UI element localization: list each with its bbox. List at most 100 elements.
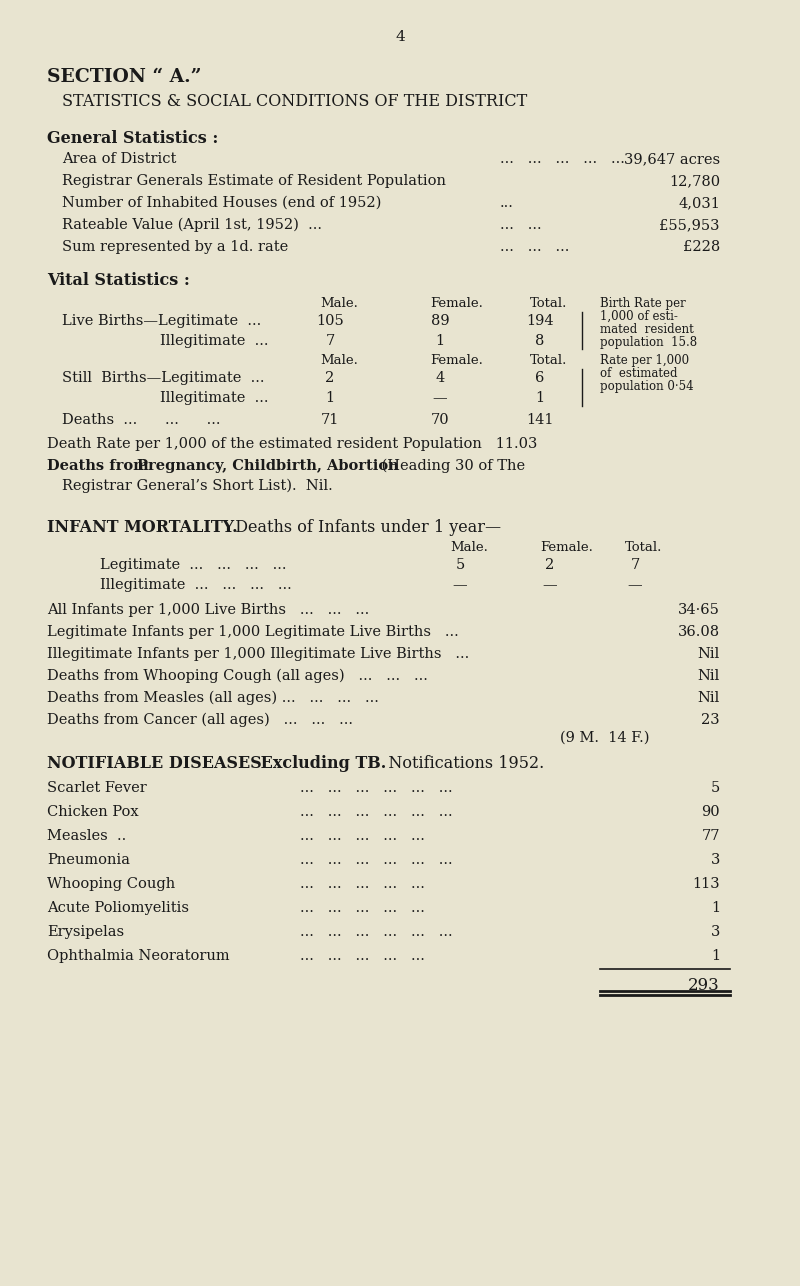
Text: Vital Statistics :: Vital Statistics :	[47, 273, 190, 289]
Text: Sum represented by a 1d. rate: Sum represented by a 1d. rate	[62, 240, 288, 255]
Text: 3: 3	[710, 853, 720, 867]
Text: ...   ...   ...: ... ... ...	[500, 240, 570, 255]
Text: 5: 5	[710, 781, 720, 795]
Text: General Statistics :: General Statistics :	[47, 130, 218, 147]
Text: Pregnancy, Childbirth, Abortion: Pregnancy, Childbirth, Abortion	[137, 459, 398, 473]
Text: ...   ...   ...   ...   ...: ... ... ... ... ...	[300, 877, 425, 891]
Text: 8: 8	[535, 334, 545, 349]
Text: Legitimate Infants per 1,000 Legitimate Live Births   ...: Legitimate Infants per 1,000 Legitimate …	[47, 625, 458, 639]
Text: Notifications 1952.: Notifications 1952.	[373, 755, 544, 772]
Text: Male.: Male.	[450, 541, 488, 554]
Text: 105: 105	[316, 314, 344, 328]
Text: 70: 70	[430, 413, 450, 427]
Text: Still  Births—Legitimate  ...: Still Births—Legitimate ...	[62, 370, 265, 385]
Text: £55,953: £55,953	[659, 219, 720, 231]
Text: SECTION “ A.”: SECTION “ A.”	[47, 68, 202, 86]
Text: 39,647 acres: 39,647 acres	[624, 152, 720, 166]
Text: Registrar General’s Short List).  Nil.: Registrar General’s Short List). Nil.	[62, 478, 333, 494]
Text: Number of Inhabited Houses (end of 1952): Number of Inhabited Houses (end of 1952)	[62, 195, 382, 210]
Text: Rateable Value (April 1st, 1952)  ...: Rateable Value (April 1st, 1952) ...	[62, 219, 322, 233]
Text: Chicken Pox: Chicken Pox	[47, 805, 138, 819]
Text: Deaths  ...      ...      ...: Deaths ... ... ...	[62, 413, 221, 427]
Text: Death Rate per 1,000 of the estimated resident Population   11.03: Death Rate per 1,000 of the estimated re…	[47, 437, 538, 451]
Text: population 0·54: population 0·54	[600, 379, 694, 394]
Text: ...   ...   ...   ...   ...   ...: ... ... ... ... ... ...	[300, 925, 453, 939]
Text: Male.: Male.	[320, 354, 358, 367]
Text: ...   ...   ...   ...   ...   ...: ... ... ... ... ... ...	[300, 853, 453, 867]
Text: 90: 90	[702, 805, 720, 819]
Text: Legitimate  ...   ...   ...   ...: Legitimate ... ... ... ...	[100, 558, 286, 572]
Text: —: —	[453, 577, 467, 592]
Text: Deaths of Infants under 1 year—: Deaths of Infants under 1 year—	[225, 520, 501, 536]
Text: Deaths from Measles (all ages) ...   ...   ...   ...: Deaths from Measles (all ages) ... ... .…	[47, 691, 379, 706]
Text: mated  resident: mated resident	[600, 323, 694, 336]
Text: 2: 2	[326, 370, 334, 385]
Text: ...   ...: ... ...	[500, 219, 542, 231]
Text: ...   ...   ...   ...   ...   ...: ... ... ... ... ... ...	[300, 781, 453, 795]
Text: Deaths from: Deaths from	[47, 459, 154, 473]
Text: 1: 1	[535, 391, 545, 405]
Text: 6: 6	[535, 370, 545, 385]
Text: ...   ...   ...   ...   ...: ... ... ... ... ...	[300, 949, 425, 963]
Text: Total.: Total.	[530, 297, 567, 310]
Text: ...: ...	[500, 195, 514, 210]
Text: 34·65: 34·65	[678, 603, 720, 617]
Text: INFANT MORTALITY.: INFANT MORTALITY.	[47, 520, 238, 536]
Text: 1: 1	[711, 901, 720, 916]
Text: 5: 5	[455, 558, 465, 572]
Text: Acute Poliomyelitis: Acute Poliomyelitis	[47, 901, 189, 916]
Text: NOTIFIABLE DISEASES: NOTIFIABLE DISEASES	[47, 755, 262, 772]
Text: Erysipelas: Erysipelas	[47, 925, 124, 939]
Text: 293: 293	[688, 977, 720, 994]
Text: Total.: Total.	[530, 354, 567, 367]
Text: —: —	[542, 577, 558, 592]
Text: 36.08: 36.08	[678, 625, 720, 639]
Text: Rate per 1,000: Rate per 1,000	[600, 354, 689, 367]
Text: 1,000 of esti-: 1,000 of esti-	[600, 310, 678, 323]
Text: Nil: Nil	[698, 647, 720, 661]
Text: 141: 141	[526, 413, 554, 427]
Text: All Infants per 1,000 Live Births   ...   ...   ...: All Infants per 1,000 Live Births ... ..…	[47, 603, 370, 617]
Text: Total.: Total.	[625, 541, 662, 554]
Text: 23: 23	[702, 712, 720, 727]
Text: of  estimated: of estimated	[600, 367, 678, 379]
Text: 3: 3	[710, 925, 720, 939]
Text: 7: 7	[630, 558, 640, 572]
Text: 2: 2	[546, 558, 554, 572]
Text: (Heading 30 of The: (Heading 30 of The	[377, 459, 525, 473]
Text: Nil: Nil	[698, 691, 720, 705]
Text: ...   ...   ...   ...   ...   ...: ... ... ... ... ... ...	[300, 805, 453, 819]
Text: Female.: Female.	[540, 541, 593, 554]
Text: Illegitimate  ...   ...   ...   ...: Illegitimate ... ... ... ...	[100, 577, 292, 592]
Text: 12,780: 12,780	[669, 174, 720, 188]
Text: Male.: Male.	[320, 297, 358, 310]
Text: Deaths from Cancer (all ages)   ...   ...   ...: Deaths from Cancer (all ages) ... ... ..…	[47, 712, 353, 728]
Text: Scarlet Fever: Scarlet Fever	[47, 781, 146, 795]
Text: Deaths from Whooping Cough (all ages)   ...   ...   ...: Deaths from Whooping Cough (all ages) ..…	[47, 669, 428, 683]
Text: Excluding TB.: Excluding TB.	[255, 755, 386, 772]
Text: Ophthalmia Neoratorum: Ophthalmia Neoratorum	[47, 949, 230, 963]
Text: (9 M.  14 F.): (9 M. 14 F.)	[560, 730, 650, 745]
Text: 71: 71	[321, 413, 339, 427]
Text: —: —	[628, 577, 642, 592]
Text: ...   ...   ...   ...   ...: ... ... ... ... ...	[500, 152, 625, 166]
Text: 7: 7	[326, 334, 334, 349]
Text: 4: 4	[435, 370, 445, 385]
Text: 1: 1	[326, 391, 334, 405]
Text: 113: 113	[692, 877, 720, 891]
Text: 4: 4	[395, 30, 405, 44]
Text: 194: 194	[526, 314, 554, 328]
Text: Illegitimate  ...: Illegitimate ...	[160, 334, 269, 349]
Text: ...   ...   ...   ...   ...: ... ... ... ... ...	[300, 901, 425, 916]
Text: Female.: Female.	[430, 297, 483, 310]
Text: 4,031: 4,031	[678, 195, 720, 210]
Text: Measles  ..: Measles ..	[47, 829, 126, 844]
Text: ...   ...   ...   ...   ...: ... ... ... ... ...	[300, 829, 425, 844]
Text: Female.: Female.	[430, 354, 483, 367]
Text: Registrar Generals Estimate of Resident Population: Registrar Generals Estimate of Resident …	[62, 174, 446, 188]
Text: Nil: Nil	[698, 669, 720, 683]
Text: Whooping Cough: Whooping Cough	[47, 877, 175, 891]
Text: 1: 1	[711, 949, 720, 963]
Text: 89: 89	[430, 314, 450, 328]
Text: STATISTICS & SOCIAL CONDITIONS OF THE DISTRICT: STATISTICS & SOCIAL CONDITIONS OF THE DI…	[62, 93, 527, 111]
